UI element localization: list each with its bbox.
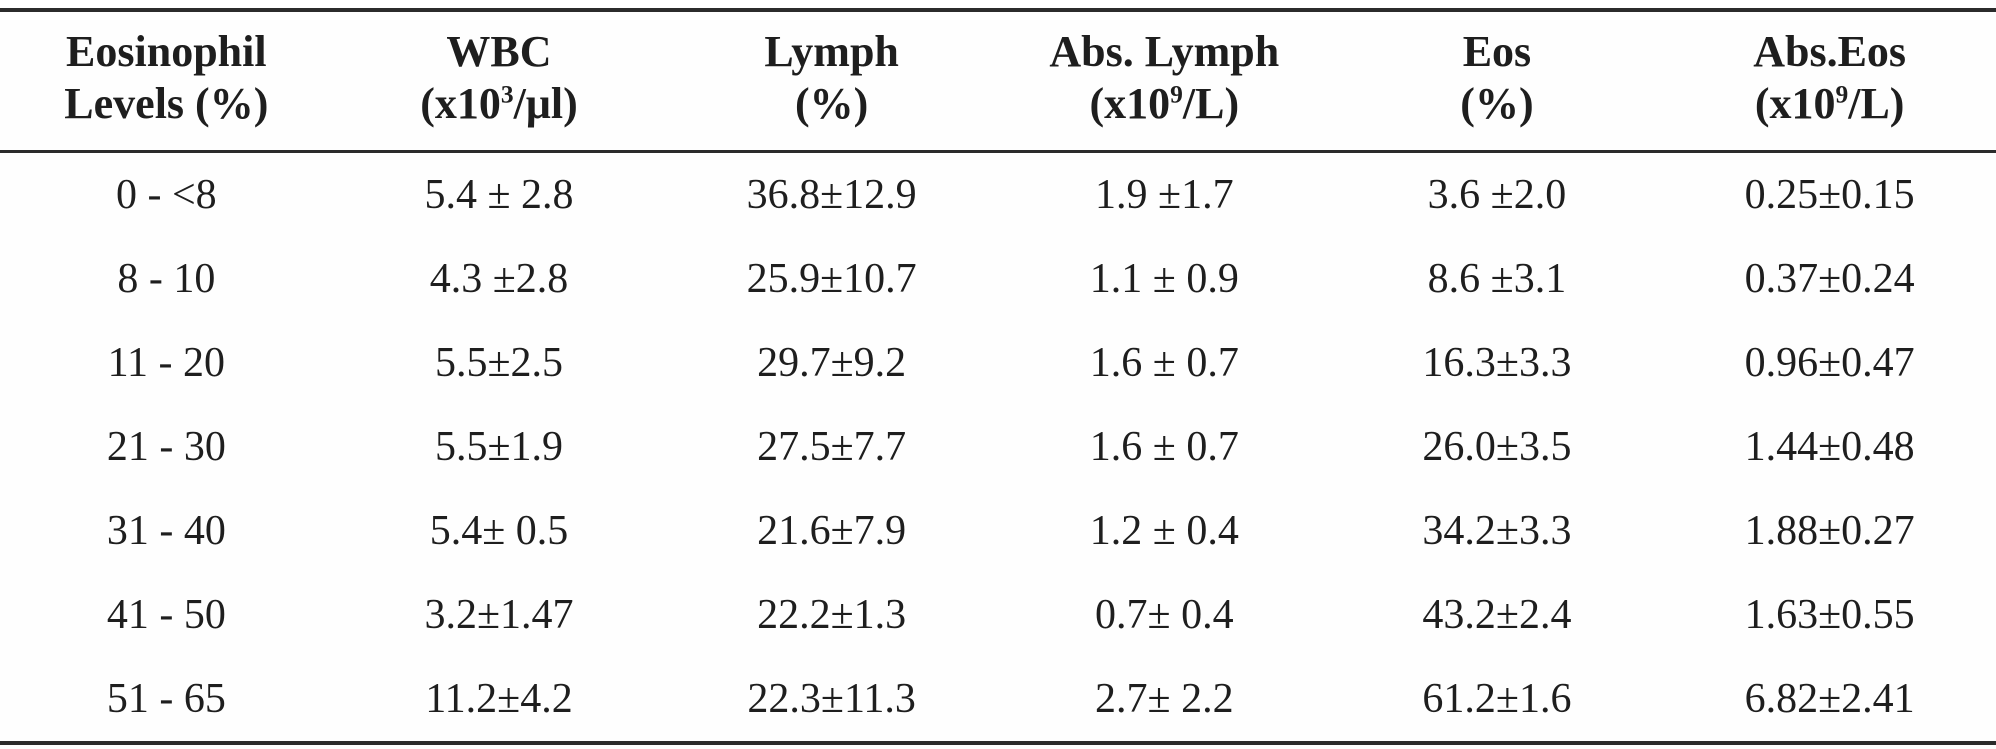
value-cell: 1.88±0.27	[1744, 507, 1915, 554]
row-label-cell: 11 - 20	[107, 339, 226, 386]
table-header: Eosinophil Levels (%) WBC (x103/μl) Lymp…	[0, 10, 1996, 153]
value-cell: 1.6 ± 0.7	[1089, 423, 1239, 470]
col-header-unit: Levels (%)	[64, 78, 269, 128]
col-header-abs-lymph: Abs. Lymph (x109/L)	[997, 10, 1331, 153]
value-cell: 8.6 ±3.1	[1427, 255, 1567, 302]
value-cell: 22.3±11.3	[747, 675, 916, 722]
table-row: 8 - 10 4.3 ±2.8 25.9±10.7 1.1 ± 0.9 8.6 ±3.1…	[0, 237, 1996, 321]
value-cell: 0.96±0.47	[1744, 339, 1915, 386]
value-cell: 26.0±3.5	[1422, 423, 1572, 470]
unit-superscript: 3	[500, 79, 514, 109]
value-cell: 36.8±12.9	[746, 171, 917, 218]
value-cell: 5.4 ± 2.8	[424, 171, 574, 218]
col-header-unit: (x109/L)	[1754, 78, 1905, 128]
col-header-title: Lymph	[764, 27, 899, 76]
row-label-cell: 21 - 30	[106, 423, 226, 470]
value-cell: 16.3±3.3	[1422, 339, 1572, 386]
col-header-abs-eos: Abs.Eos (x109/L)	[1663, 10, 1996, 153]
value-cell: 5.5±1.9	[434, 423, 564, 470]
table-row: 31 - 40 5.4± 0.5 21.6±7.9 1.2 ± 0.4 34.2±3.3…	[0, 489, 1996, 573]
col-header-unit: (x109/L)	[1089, 78, 1240, 128]
table-row: 21 - 30 5.5±1.9 27.5±7.7 1.6 ± 0.7 26.0±3.5 1…	[0, 405, 1996, 489]
value-cell: 4.3 ±2.8	[429, 255, 569, 302]
unit-superscript: 9	[1170, 79, 1183, 109]
value-cell: 61.2±1.6	[1422, 675, 1572, 722]
table-row: 11 - 20 5.5±2.5 29.7±9.2 1.6 ± 0.7 16.3±3.3 0…	[0, 321, 1996, 405]
value-cell: 29.7±9.2	[757, 339, 907, 386]
table-body: 0 - <8 5.4 ± 2.8 36.8±12.9 1.9 ±1.7 3.6 ±2.0…	[0, 151, 1996, 743]
value-cell: 11.2±4.2	[425, 675, 573, 722]
col-header-title: Eosinophil	[66, 27, 267, 76]
value-cell: 27.5±7.7	[757, 423, 907, 470]
row-label-cell: 51 - 65	[106, 675, 226, 722]
value-cell: 0.25±0.15	[1744, 171, 1915, 218]
value-cell: 3.2±1.47	[424, 591, 574, 638]
table-row: 41 - 50 3.2±1.47 22.2±1.3 0.7± 0.4 43.2±2.4 1…	[0, 573, 1996, 657]
value-cell: 22.2±1.3	[757, 591, 907, 638]
value-cell: 1.2 ± 0.4	[1089, 507, 1239, 554]
col-header-title: Eos	[1462, 27, 1532, 76]
value-cell: 1.44±0.48	[1744, 423, 1915, 470]
value-cell: 5.5±2.5	[434, 339, 564, 386]
value-cell: 2.7± 2.2	[1095, 675, 1234, 722]
table-row: 51 - 65 11.2±4.2 22.3±11.3 2.7± 2.2 61.2±1.6…	[0, 657, 1996, 743]
row-label-cell: 31 - 40	[106, 507, 226, 554]
row-label-cell: 8 - 10	[117, 255, 216, 302]
table-header-row: Eosinophil Levels (%) WBC (x103/μl) Lymp…	[0, 10, 1996, 153]
col-header-wbc: WBC (x103/μl)	[332, 10, 666, 153]
col-header-title: WBC	[446, 27, 552, 76]
value-cell: 1.63±0.55	[1744, 591, 1915, 638]
row-label-cell: 0 - <8	[115, 171, 217, 218]
value-cell: 6.82±2.41	[1744, 675, 1915, 722]
value-cell: 3.6 ±2.0	[1427, 171, 1567, 218]
col-header-eos: Eos (%)	[1330, 10, 1664, 153]
col-header-lymph: Lymph (%)	[665, 10, 998, 153]
value-cell: 25.9±10.7	[746, 255, 917, 302]
value-cell: 34.2±3.3	[1422, 507, 1572, 554]
value-cell: 1.1 ± 0.9	[1089, 255, 1239, 302]
unit-superscript: 9	[1835, 79, 1849, 109]
col-header-title: Abs. Lymph	[1049, 27, 1280, 76]
value-cell: 1.6 ± 0.7	[1089, 339, 1239, 386]
table-row: 0 - <8 5.4 ± 2.8 36.8±12.9 1.9 ±1.7 3.6 ±2.0…	[0, 151, 1996, 237]
col-header-title: Abs.Eos	[1753, 27, 1907, 76]
value-cell: 43.2±2.4	[1422, 591, 1572, 638]
value-cell: 0.37±0.24	[1744, 255, 1915, 302]
value-cell: 5.4± 0.5	[429, 507, 569, 554]
row-label-cell: 41 - 50	[106, 591, 226, 638]
value-cell: 0.7± 0.4	[1095, 591, 1234, 638]
eosinophil-results-table: Eosinophil Levels (%) WBC (x103/μl) Lymp…	[0, 8, 1996, 745]
col-header-unit: (x103/μl)	[420, 78, 578, 128]
value-cell: 21.6±7.9	[757, 507, 907, 554]
col-header-unit: (%)	[1460, 78, 1534, 128]
col-header-eosinophil-levels: Eosinophil Levels (%)	[0, 10, 333, 153]
col-header-unit: (%)	[794, 78, 869, 128]
value-cell: 1.9 ±1.7	[1095, 171, 1234, 218]
